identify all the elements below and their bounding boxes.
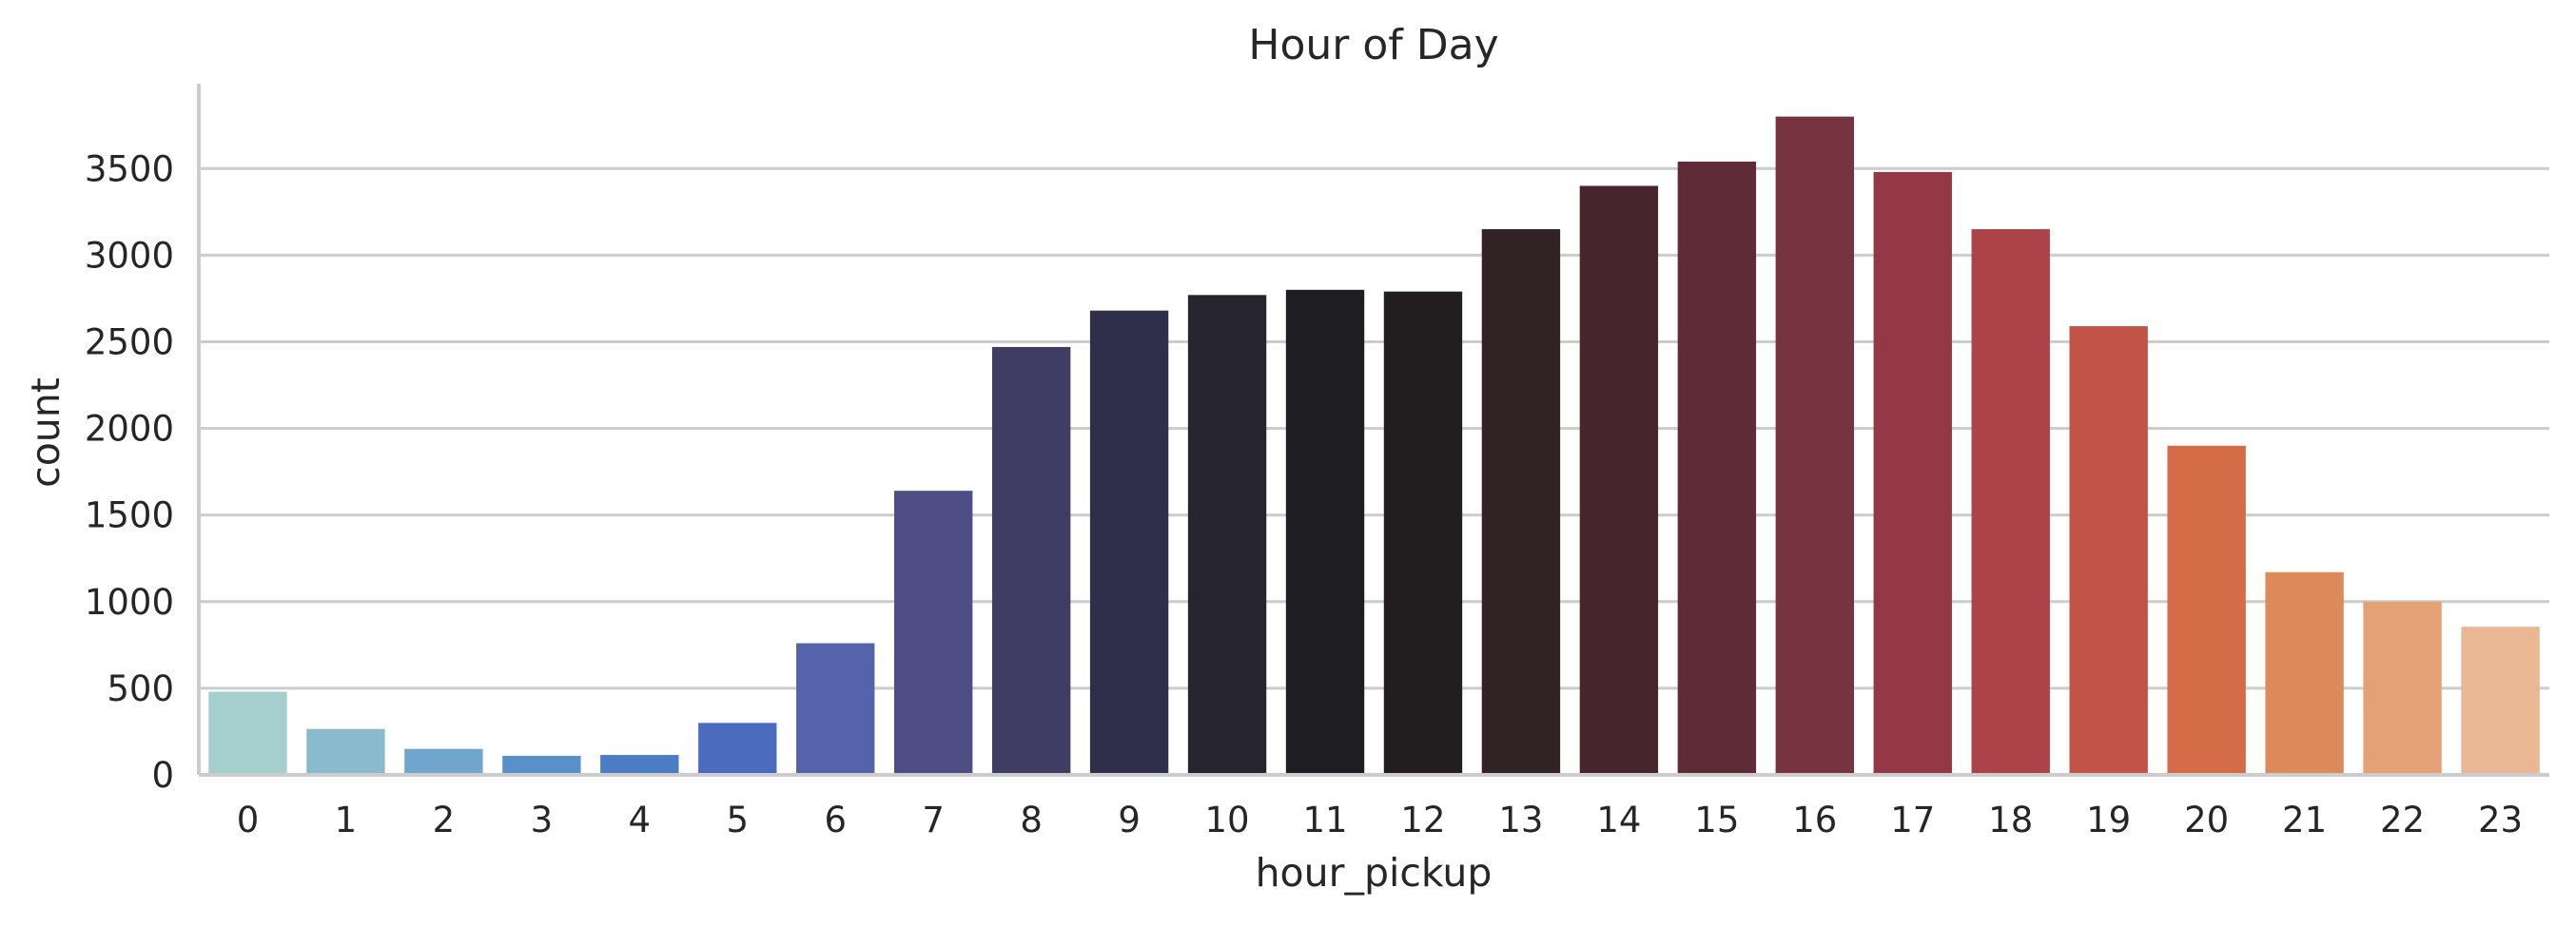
bar-hour-6 (796, 643, 875, 775)
x-tick-label: 9 (1118, 800, 1141, 840)
bar-hour-0 (208, 691, 287, 775)
bar-hour-9 (1089, 310, 1169, 775)
y-tick-labels: 0 500 1000 1500 2000 2500 3000 3500 (85, 148, 174, 796)
bar-hour-10 (1187, 295, 1267, 775)
x-tick-label: 14 (1596, 800, 1641, 840)
bar-hour-16 (1775, 116, 1854, 776)
bar-hour-23 (2461, 627, 2540, 775)
bar-hour-5 (698, 723, 777, 775)
x-tick-label: 11 (1302, 800, 1347, 840)
bar-hour-7 (894, 491, 973, 775)
x-tick-label: 17 (1890, 800, 1935, 840)
bars (208, 116, 2540, 776)
x-tick-label: 18 (1988, 800, 2033, 840)
bar-hour-15 (1677, 161, 1757, 775)
x-tick-label: 5 (726, 800, 749, 840)
y-tick-label: 0 (151, 755, 174, 796)
bar-hour-22 (2363, 601, 2442, 775)
x-tick-label: 4 (629, 800, 652, 840)
x-tick-label: 15 (1694, 800, 1739, 840)
gridlines (199, 166, 2549, 690)
y-tick-label: 1500 (85, 495, 174, 536)
x-tick-label: 1 (335, 800, 358, 840)
x-tick-label: 16 (1792, 800, 1837, 840)
bar-hour-14 (1579, 185, 1659, 776)
x-tick-label: 8 (1020, 800, 1043, 840)
y-tick-label: 3500 (85, 148, 174, 189)
bar-hour-18 (1971, 229, 2050, 776)
x-tick-label: 19 (2086, 800, 2131, 840)
bar-hour-8 (991, 346, 1071, 775)
y-tick-label: 3000 (85, 235, 174, 276)
x-tick-label: 23 (2478, 800, 2523, 840)
bar-hour-11 (1285, 289, 1365, 775)
y-tick-label: 1000 (85, 582, 174, 623)
x-tick-label: 3 (531, 800, 554, 840)
x-tick-label: 12 (1400, 800, 1445, 840)
x-tick-label: 2 (433, 800, 456, 840)
y-tick-label: 2500 (85, 321, 174, 362)
x-tick-label: 22 (2380, 800, 2425, 840)
y-tick-label: 500 (107, 668, 174, 709)
x-tick-label: 10 (1205, 800, 1250, 840)
bar-hour-3 (502, 755, 581, 775)
x-tick-label: 6 (824, 800, 847, 840)
x-axis-title: hour_pickup (1256, 850, 1493, 896)
bar-hour-21 (2265, 571, 2344, 775)
bar-hour-17 (1873, 171, 1952, 775)
y-axis-title: count (23, 377, 68, 488)
x-tick-labels: 0 1 2 3 4 5 6 7 8 9 10 11 12 13 14 15 16 17 18 19 20 21 22 23 (237, 800, 2523, 840)
y-tick-label: 2000 (85, 409, 174, 450)
x-tick-label: 0 (237, 800, 260, 840)
bar-hour-19 (2069, 326, 2148, 775)
bar-hour-20 (2167, 445, 2246, 775)
x-tick-label: 21 (2282, 800, 2327, 840)
bar-hour-1 (306, 728, 385, 775)
bar-hour-13 (1481, 229, 1561, 776)
bar-hour-4 (600, 755, 679, 775)
x-tick-label: 13 (1498, 800, 1543, 840)
x-tick-label: 20 (2184, 800, 2229, 840)
bar-hour-12 (1383, 291, 1463, 775)
chart-title: Hour of Day (1248, 21, 1498, 69)
bar-hour-2 (404, 748, 483, 775)
x-tick-label: 7 (922, 800, 945, 840)
